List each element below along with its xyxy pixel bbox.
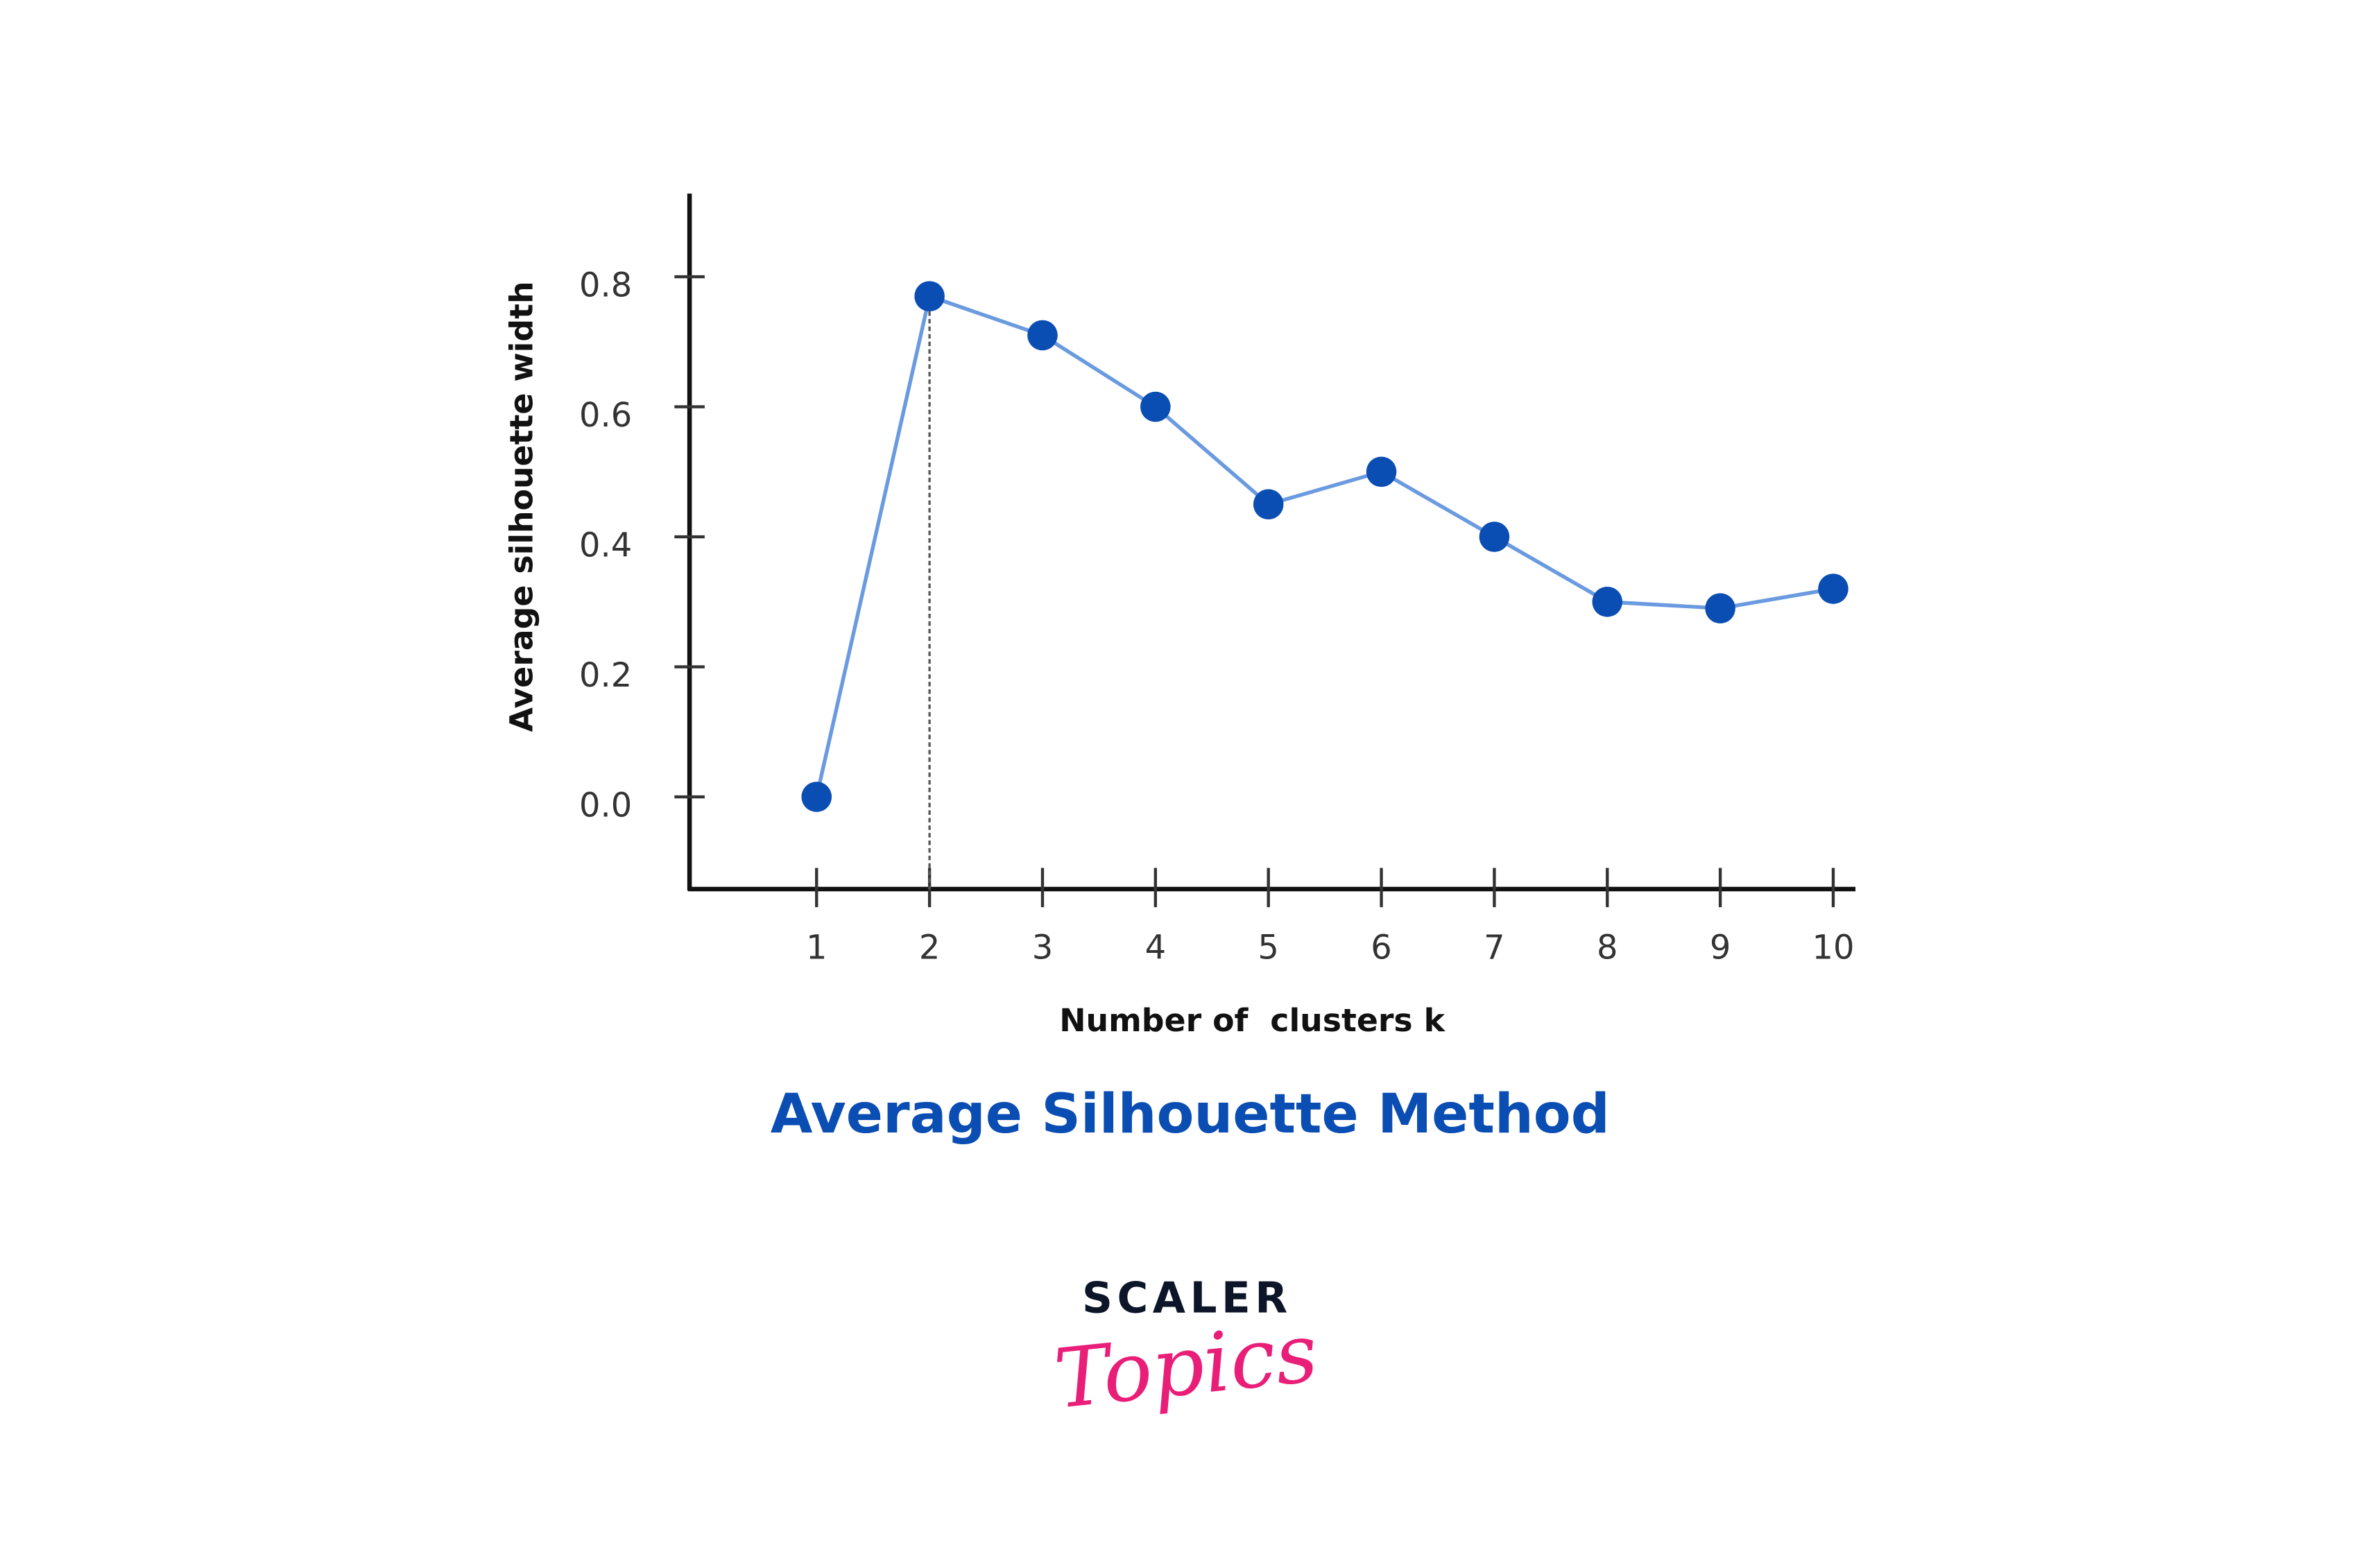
data-point-k7 (1479, 522, 1510, 552)
y-ticks: 0.0 0.2 0.4 0.6 0.8 (579, 266, 705, 825)
x-axis-label: Number of clusters k (1059, 1002, 1446, 1039)
y-tick-label: 0.8 (579, 266, 632, 304)
x-ticks: 1 2 3 4 5 6 7 8 9 10 (806, 868, 1854, 967)
x-tick-label: 6 (1371, 928, 1392, 967)
data-point-k9 (1705, 593, 1735, 623)
data-point-k3 (1027, 320, 1058, 351)
y-tick-label: 0.4 (579, 526, 632, 565)
data-point-k2 (914, 281, 945, 311)
x-tick-label: 9 (1710, 928, 1731, 967)
data-marks (801, 281, 1848, 890)
data-point-k1 (801, 782, 832, 812)
data-point-k5 (1253, 489, 1284, 519)
scaler-topics-logo: SCALER Topics (1050, 1273, 1322, 1427)
x-tick-label: 3 (1032, 928, 1054, 967)
x-tick-label: 10 (1812, 928, 1854, 967)
x-tick-label: 5 (1258, 928, 1279, 967)
chart-title: Average Silhouette Method (771, 1082, 1610, 1146)
y-tick-label: 0.2 (579, 656, 632, 695)
logo-topics: Topics (1050, 1305, 1322, 1427)
x-tick-label: 4 (1145, 928, 1167, 967)
x-tick-label: 2 (919, 928, 941, 967)
x-tick-label: 8 (1597, 928, 1618, 967)
logo-scaler: SCALER (1082, 1273, 1292, 1323)
series-line (814, 293, 1834, 798)
axes (687, 193, 1856, 892)
data-point-k8 (1592, 586, 1623, 617)
data-point-k10 (1818, 574, 1848, 604)
y-tick-label: 0.6 (579, 396, 632, 435)
data-point-k4 (1140, 391, 1171, 422)
x-tick-label: 7 (1484, 928, 1505, 967)
x-tick-label: 1 (806, 928, 827, 967)
y-axis-label: Average silhouette width (503, 281, 540, 732)
y-tick-label: 0.0 (579, 786, 632, 825)
data-point-k6 (1366, 456, 1397, 488)
